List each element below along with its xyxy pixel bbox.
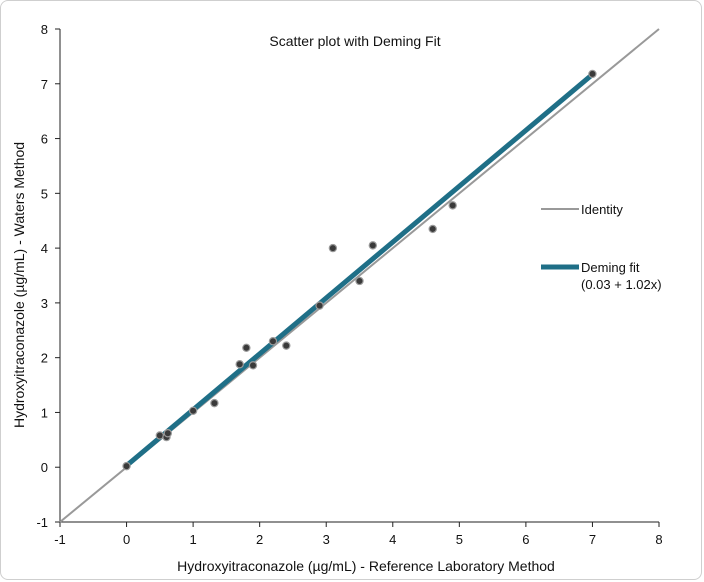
chart-title: Scatter plot with Deming Fit bbox=[269, 33, 440, 49]
data-point bbox=[315, 301, 324, 310]
data-point bbox=[210, 398, 219, 408]
data-point bbox=[268, 337, 278, 346]
y-tick-label: 6 bbox=[41, 132, 48, 147]
data-point bbox=[242, 343, 251, 353]
y-axis-label: Hydroxyitraconazole (µg/mL) - Waters Met… bbox=[11, 142, 27, 428]
data-point bbox=[163, 429, 173, 438]
legend-identity-label: Identity bbox=[581, 202, 623, 217]
legend-deming-equation: (0.03 + 1.02x) bbox=[581, 277, 662, 292]
data-point bbox=[282, 341, 291, 350]
data-point bbox=[448, 201, 457, 210]
y-tick-label: 7 bbox=[41, 77, 48, 92]
y-tick-label: 8 bbox=[41, 22, 48, 37]
legend-deming-label: Deming fit bbox=[581, 260, 640, 275]
x-tick-label: 2 bbox=[256, 532, 263, 547]
tick-labels: -1 0 1 2 3 4 5 6 7 8 -1 0 1 2 3 4 5 6 7 8 bbox=[36, 22, 662, 547]
y-tick-label: 4 bbox=[41, 241, 48, 256]
data-point bbox=[428, 224, 437, 234]
y-tick-label: 2 bbox=[41, 351, 48, 366]
x-tick-label: 5 bbox=[456, 532, 463, 547]
x-tick-label: 6 bbox=[522, 532, 529, 547]
data-point bbox=[328, 243, 338, 253]
axes bbox=[55, 28, 660, 527]
x-tick-label: 7 bbox=[589, 532, 596, 547]
x-tick-label: -1 bbox=[54, 532, 66, 547]
x-tick-label: 8 bbox=[655, 532, 662, 547]
data-point bbox=[122, 461, 131, 471]
data-point bbox=[188, 406, 198, 416]
y-tick-label: 0 bbox=[41, 460, 48, 475]
legend: Identity Deming fit (0.03 + 1.02x) bbox=[541, 202, 662, 292]
data-point bbox=[235, 360, 244, 369]
x-tick-label: 4 bbox=[389, 532, 396, 547]
data-point bbox=[155, 431, 165, 440]
data-point bbox=[248, 361, 258, 370]
y-tick-label: 5 bbox=[41, 186, 48, 201]
x-tick-label: 3 bbox=[323, 532, 330, 547]
data-points bbox=[122, 69, 597, 471]
y-tick-label: -1 bbox=[36, 515, 48, 530]
data-point bbox=[368, 241, 378, 250]
y-tick-label: 3 bbox=[41, 296, 48, 311]
x-axis-label: Hydroxyitraconazole (µg/mL) - Reference … bbox=[177, 558, 555, 574]
fit-lines bbox=[59, 28, 660, 523]
x-tick-label: 1 bbox=[189, 532, 196, 547]
y-tick-label: 1 bbox=[41, 405, 48, 420]
x-tick-label: 0 bbox=[123, 532, 130, 547]
data-point bbox=[588, 69, 597, 79]
data-point bbox=[355, 276, 364, 286]
deming-fit-line bbox=[124, 72, 595, 468]
